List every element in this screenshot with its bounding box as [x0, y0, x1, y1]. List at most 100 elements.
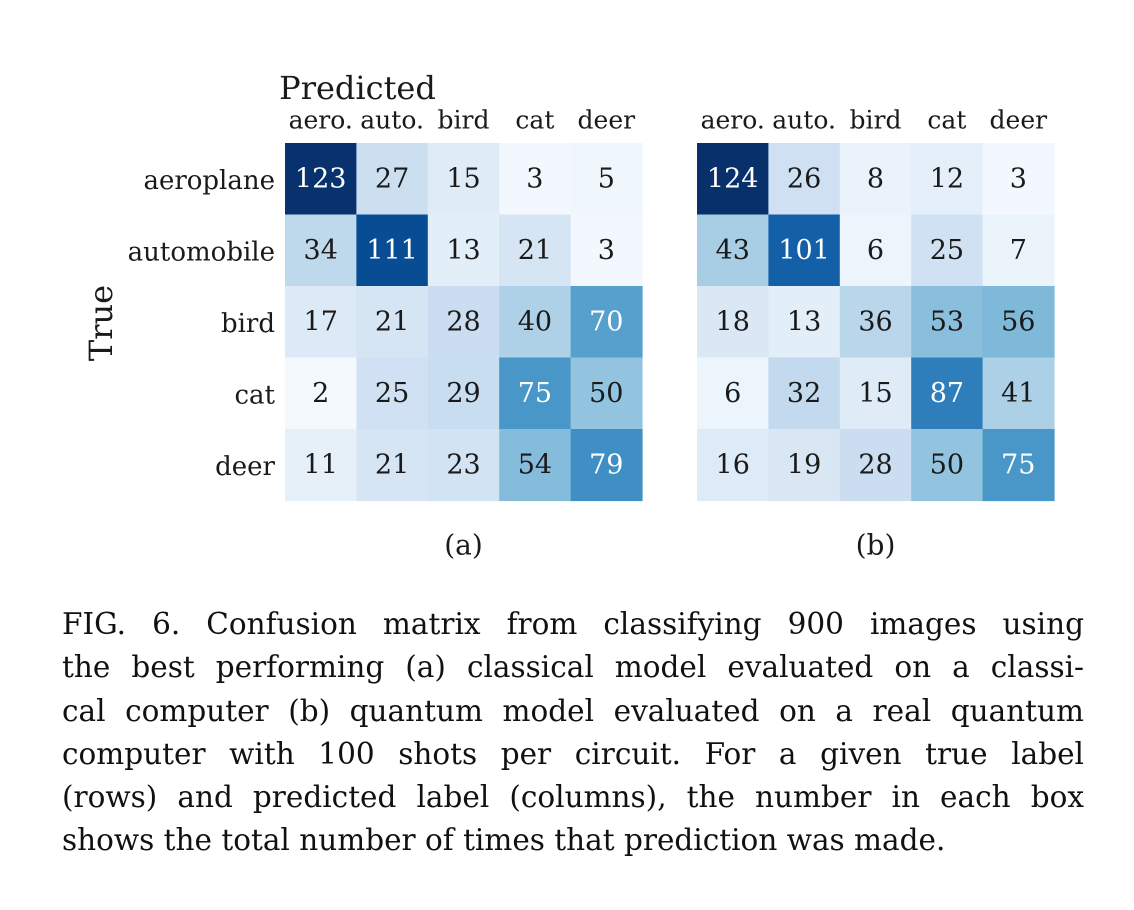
- heatmap-cell: [499, 143, 572, 216]
- cell-value-label: 15: [446, 163, 480, 194]
- heatmap-cell: [356, 214, 429, 287]
- heatmap-cell: [427, 429, 500, 502]
- cell-value-label: 28: [858, 449, 892, 480]
- cell-value-label: 25: [930, 235, 964, 266]
- heatmap-cell: [911, 357, 984, 430]
- heatmap-cell: [697, 357, 769, 430]
- figure-caption: FIG. 6. Confusion matrix from classifyin…: [62, 603, 1084, 863]
- cell-value-label: 43: [716, 235, 750, 266]
- heatmap-cell: [982, 286, 1055, 359]
- cell-value-label: 21: [518, 235, 552, 266]
- cell-value-label: 6: [724, 378, 741, 409]
- heatmap-cell: [911, 429, 984, 502]
- heatmap-cell: [697, 214, 769, 287]
- cell-value-label: 75: [518, 378, 552, 409]
- y-tick-label: cat: [234, 380, 275, 410]
- heatmap-cell: [427, 286, 500, 359]
- cell-value-label: 29: [446, 378, 480, 409]
- cell-value-label: 8: [867, 163, 884, 194]
- x-tick-label: aero.: [289, 106, 353, 135]
- cell-value-label: 34: [304, 235, 338, 266]
- caption-line: shows the total number of times that pre…: [62, 823, 946, 858]
- cell-value-label: 25: [375, 378, 409, 409]
- heatmap-cell: [499, 357, 572, 430]
- y-tick-label: aeroplane: [143, 166, 275, 196]
- cell-value-label: 111: [366, 235, 418, 266]
- heatmap-cell: [697, 429, 769, 502]
- cell-value-label: 26: [787, 163, 821, 194]
- cell-value-label: 36: [858, 306, 892, 337]
- x-tick-label: bird: [438, 106, 490, 135]
- cell-value-label: 13: [787, 306, 821, 337]
- heatmap-cell: [768, 357, 841, 430]
- y-tick-label: bird: [221, 309, 275, 339]
- heatmap-cell: [839, 214, 912, 287]
- heatmap-cell: [285, 357, 357, 430]
- confusion-matrix-figure: 123 27 15 3 534 111 13 21 317 21 28 40 702 25 29 75 5011…: [82, 69, 1055, 562]
- y-tick-label: deer: [215, 452, 275, 482]
- heatmap-cell: [356, 286, 429, 359]
- cell-value-label: 2: [312, 378, 329, 409]
- heatmap-cell: [982, 357, 1055, 430]
- heatmap-cell: [427, 143, 500, 216]
- heatmap-cell: [570, 214, 643, 287]
- heatmap-cell: [839, 429, 912, 502]
- cell-value-label: 79: [589, 449, 623, 480]
- y-tick-label: automobile: [128, 237, 275, 267]
- cell-value-label: 21: [375, 306, 409, 337]
- heatmap-cell: [982, 429, 1055, 502]
- cell-value-label: 12: [930, 163, 964, 194]
- x-tick-label: bird: [850, 106, 902, 135]
- heatmap-cell: [570, 429, 643, 502]
- x-tick-label: auto.: [360, 106, 424, 135]
- cell-value-label: 28: [446, 306, 480, 337]
- x-tick-label: auto.: [772, 106, 836, 135]
- heatmap-cell: [427, 357, 500, 430]
- cell-value-label: 7: [1010, 235, 1027, 266]
- heatmap-cell: [839, 357, 912, 430]
- heatmap-cell: [982, 143, 1055, 216]
- heatmap-cell: [499, 286, 572, 359]
- x-tick-label: deer: [578, 106, 636, 135]
- heatmap-cell: [768, 143, 841, 216]
- heatmap-cell: [697, 143, 769, 216]
- heatmap-cell: [285, 429, 357, 502]
- cell-value-label: 13: [446, 235, 480, 266]
- heatmap-cell: [911, 143, 984, 216]
- heatmap-cell: [982, 214, 1055, 287]
- x-axis-title: Predicted: [279, 69, 436, 107]
- heatmap-cell: [356, 429, 429, 502]
- caption-line: cal computer (b) quantum model evaluated…: [62, 693, 1084, 728]
- cell-value-label: 50: [930, 449, 964, 480]
- cell-value-label: 41: [1001, 378, 1035, 409]
- cell-value-label: 16: [716, 449, 750, 480]
- heatmap-cell: [911, 214, 984, 287]
- heatmap-cell: [697, 286, 769, 359]
- caption-line: FIG. 6. Confusion matrix from classifyin…: [62, 607, 1084, 641]
- cell-value-label: 3: [598, 235, 615, 266]
- heatmap-cell: [911, 286, 984, 359]
- heatmap-cell: [427, 214, 500, 287]
- cell-value-label: 15: [858, 378, 892, 409]
- cell-value-label: 50: [589, 378, 623, 409]
- cell-value-label: 19: [787, 449, 821, 480]
- cell-value-label: 54: [518, 449, 552, 480]
- heatmap-cell: [768, 286, 841, 359]
- x-tick-label: aero.: [701, 106, 765, 135]
- x-tick-label: cat: [927, 106, 966, 135]
- heatmap-cell: [570, 357, 643, 430]
- cell-value-label: 11: [304, 449, 338, 480]
- cell-value-label: 23: [446, 449, 480, 480]
- caption-line: (rows) and predicted label (columns), th…: [62, 780, 1084, 815]
- cell-value-label: 6: [867, 235, 884, 266]
- heatmap-cell: [839, 286, 912, 359]
- cell-value-label: 123: [295, 163, 347, 194]
- heatmap-cell: [768, 429, 841, 502]
- cell-value-label: 70: [589, 306, 623, 337]
- cell-value-label: 32: [787, 378, 821, 409]
- heatmap-cell: [356, 357, 429, 430]
- cell-value-label: 87: [930, 378, 964, 409]
- cell-value-label: 40: [518, 306, 552, 337]
- cell-value-label: 101: [778, 235, 830, 266]
- heatmap-cell: [499, 214, 572, 287]
